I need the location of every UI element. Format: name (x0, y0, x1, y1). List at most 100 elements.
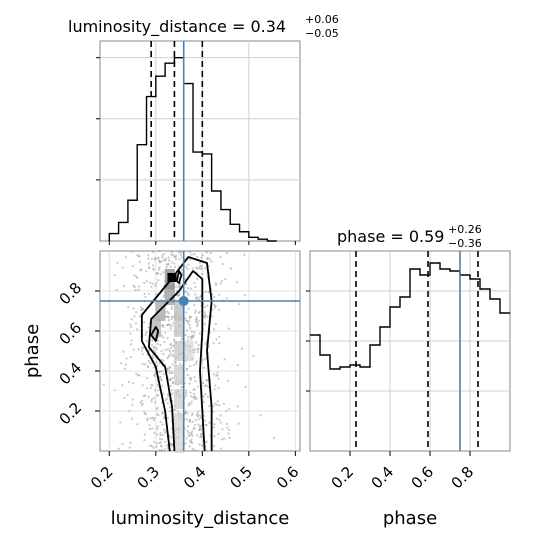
joint-scatter-point (185, 418, 189, 421)
joint-scatter-point (153, 257, 157, 260)
joint-scatter-point (164, 348, 167, 352)
joint-scatter-point (166, 402, 170, 405)
joint-scatter-point (193, 253, 196, 256)
joint-scatter-point (186, 267, 189, 271)
joint-scatter-point (193, 423, 197, 427)
joint-scatter-point (162, 295, 165, 298)
joint-scatter-point (162, 271, 165, 274)
joint-scatter-point (200, 444, 204, 447)
joint-density-cell (164, 285, 175, 305)
joint-scatter-point (162, 373, 165, 376)
joint-scatter-point (163, 259, 166, 262)
phase-title-lower: −0.36 (448, 237, 482, 250)
joint-scatter-point (204, 357, 207, 360)
joint-contour-line (175, 270, 183, 284)
joint-scatter-point (181, 338, 184, 341)
joint-scatter-point (188, 445, 191, 448)
joint-scatter-point (213, 295, 216, 299)
joint-scatter-point (155, 433, 158, 436)
joint-scatter-point (208, 257, 211, 261)
joint-scatter-point (193, 311, 197, 314)
joint-scatter-point (184, 412, 187, 415)
joint-scatter-point (125, 357, 128, 360)
joint-scatter-point (229, 267, 233, 270)
joint-scatter-point (193, 397, 196, 401)
joint-scatter-point (157, 279, 160, 282)
joint-scatter-point (137, 285, 141, 288)
phase-hist-x-ticks: 0.2 0.4 0.6 0.8 (328, 451, 478, 493)
joint-density-cell (173, 413, 185, 433)
joint-y-tick-label: 0.2 (56, 399, 86, 429)
joint-scatter-point (134, 289, 137, 292)
joint-scatter-point (161, 423, 164, 426)
joint-scatter-point (187, 321, 190, 324)
joint-scatter-point (135, 276, 139, 279)
joint-scatter-point (224, 277, 227, 281)
joint-scatter-point (153, 440, 156, 444)
joint-scatter-point (174, 408, 177, 411)
joint-scatter-point (129, 343, 133, 346)
joint-scatter-point (185, 311, 188, 314)
joint-scatter-point (143, 292, 146, 296)
joint-scatter-point (166, 323, 169, 327)
joint-scatter-point (167, 319, 171, 322)
joint-scatter-point (166, 416, 169, 420)
phase-title: phase = 0.59 (337, 227, 444, 246)
joint-scatter-point (196, 350, 200, 354)
joint-scatter-point (177, 251, 180, 254)
joint-scatter-point (202, 366, 206, 369)
joint-scatter-point (208, 421, 211, 424)
phase-x-tick-label: 0.8 (448, 463, 478, 493)
joint-scatter-point (227, 327, 230, 330)
joint-scatter-point (160, 449, 164, 453)
joint-scatter-point (184, 410, 187, 413)
joint-scatter-point (143, 411, 146, 414)
joint-scatter-point (168, 349, 171, 352)
joint-scatter-point (219, 414, 222, 417)
phase-hist-grid (306, 251, 510, 451)
joint-scatter-point (141, 402, 145, 405)
joint-scatter-point (227, 432, 230, 435)
joint-scatter-point (161, 370, 164, 373)
joint-scatter-point (165, 444, 168, 447)
joint-scatter-point (196, 385, 200, 388)
phase-x-tick-label: 0.6 (408, 463, 438, 493)
joint-scatter-point (140, 404, 143, 407)
joint-scatter-point (134, 322, 138, 325)
joint-scatter-point (184, 278, 187, 281)
joint-scatter-point (195, 362, 198, 365)
joint-scatter-point (130, 318, 133, 321)
joint-scatter-point (133, 315, 136, 318)
joint-scatter-point (155, 407, 158, 410)
joint-scatter-point (163, 440, 166, 444)
joint-scatter-point (162, 392, 165, 395)
joint-scatter-point (202, 382, 205, 385)
joint-scatter-point (156, 384, 159, 387)
joint-scatter-point (143, 394, 147, 397)
ld-title-lower: −0.05 (305, 27, 339, 40)
joint-scatter-point (244, 385, 247, 389)
joint-scatter-point (143, 321, 146, 324)
joint-x-ticks: 0.2 0.3 0.4 0.5 0.6 (87, 451, 303, 492)
joint-x-axis-label: luminosity_distance (111, 508, 290, 529)
ld-hist-line (108, 56, 277, 242)
joint-scatter-point (208, 405, 211, 408)
joint-scatter-point (161, 323, 165, 327)
joint-scatter-point (195, 315, 198, 319)
joint-scatter-point (214, 283, 218, 287)
joint-density-cell (173, 317, 185, 337)
joint-scatter-point (146, 417, 149, 420)
joint-scatter-point (273, 436, 276, 440)
joint-x-tick-label: 0.3 (133, 463, 163, 493)
joint-scatter-point (204, 342, 207, 346)
joint-scatter-point (195, 296, 198, 299)
joint-scatter-point (153, 349, 156, 352)
joint-scatter-point (158, 361, 161, 365)
joint-scatter-point (194, 419, 198, 422)
joint-scatter-point (193, 348, 196, 351)
joint-y-tick-label: 0.4 (56, 359, 86, 389)
joint-scatter-point (166, 310, 169, 313)
joint-scatter-point (130, 250, 133, 253)
joint-scatter-point (205, 384, 208, 387)
joint-scatter-point (147, 292, 150, 296)
